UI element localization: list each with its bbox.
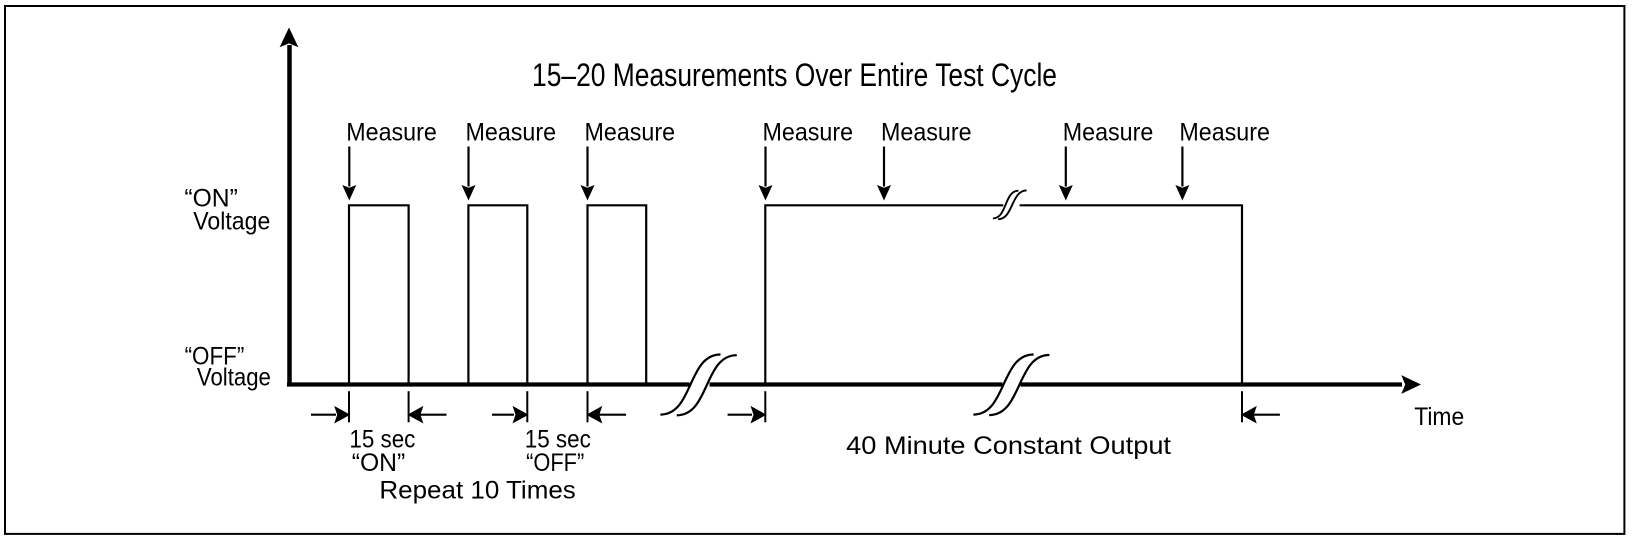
svg-text:Measure: Measure	[1063, 118, 1154, 146]
svg-text:Measure: Measure	[585, 118, 676, 146]
svg-text:“ON”: “ON”	[184, 184, 237, 212]
svg-text:40 Minute Constant Output: 40 Minute Constant Output	[846, 432, 1171, 460]
svg-text:Repeat 10 Times: Repeat 10 Times	[379, 477, 575, 505]
svg-text:15–20 Measurements Over Entire: 15–20 Measurements Over Entire Test Cycl…	[532, 57, 1057, 93]
svg-text:Measure: Measure	[881, 118, 972, 146]
svg-text:Time: Time	[1414, 403, 1464, 431]
svg-text:Measure: Measure	[466, 118, 557, 146]
svg-text:“ON”: “ON”	[352, 449, 406, 477]
svg-text:“OFF”: “OFF”	[185, 342, 245, 370]
svg-text:Measure: Measure	[1179, 118, 1270, 146]
svg-text:“OFF”: “OFF”	[526, 449, 584, 477]
svg-text:15 sec: 15 sec	[525, 425, 591, 453]
svg-text:Voltage: Voltage	[193, 207, 270, 235]
svg-text:15 sec: 15 sec	[349, 425, 415, 453]
svg-text:Voltage: Voltage	[197, 364, 271, 392]
svg-text:Measure: Measure	[763, 118, 854, 146]
svg-text:Measure: Measure	[346, 118, 437, 146]
